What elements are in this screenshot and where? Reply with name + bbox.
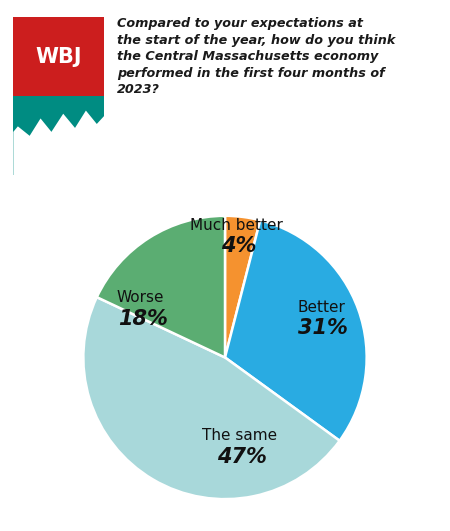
Text: 31%: 31% [298,318,348,338]
Text: Compared to your expectations at
the start of the year, how do you think
the Cen: Compared to your expectations at the sta… [117,18,396,97]
Text: The same: The same [202,428,277,443]
Text: 47%: 47% [217,447,267,467]
Text: Worse: Worse [116,290,164,305]
Text: Better: Better [297,301,345,315]
Wedge shape [225,220,367,441]
Bar [14,18,104,96]
Wedge shape [97,216,225,357]
Polygon shape [14,110,104,175]
Wedge shape [83,297,340,499]
Bar [14,96,104,175]
Text: 4%: 4% [221,236,257,255]
Text: WBJ: WBJ [36,47,82,67]
Text: Much better: Much better [190,218,283,233]
Text: 18%: 18% [118,309,168,329]
Wedge shape [225,216,260,357]
